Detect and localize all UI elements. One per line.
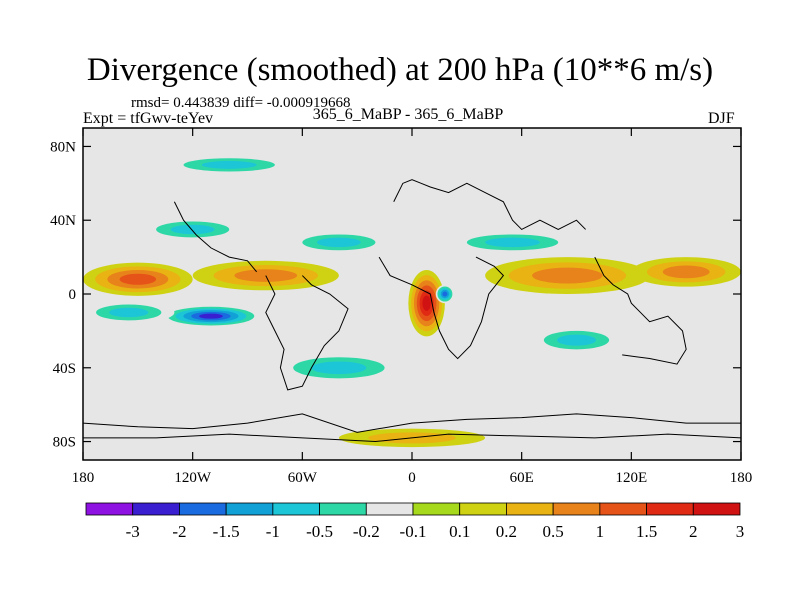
x-tick-label: 60W: [288, 470, 318, 486]
colorbar-swatch: [365, 502, 414, 516]
x-tick-label: 0: [408, 470, 416, 486]
x-tick-label: 180: [72, 470, 95, 486]
field-southern-ocean-convergence-level-2: [311, 361, 367, 375]
y-tick-label: 0: [69, 287, 77, 303]
colorbar-swatch: [412, 502, 461, 516]
field-subtropical-convergence-west-level-2: [109, 307, 149, 318]
field-north-atlantic-convergence-level-2: [316, 237, 361, 248]
x-tick-label: 180: [730, 470, 753, 486]
colorbar-swatch: [272, 502, 320, 516]
colorbar-label: -1: [266, 522, 280, 541]
colorbar-label: 0.1: [449, 522, 470, 541]
colorbar-swatch: [319, 502, 367, 516]
colorbar-label: 0.2: [496, 522, 517, 541]
colorbar: -3 -2 -1.5 -1 -0.5 -0.2 -0.1 0.1 0.2 0.5 1 1.5 2 3: [85, 502, 745, 541]
colorbar-label: -1.5: [213, 522, 240, 541]
y-tick-label: 40N: [50, 213, 76, 229]
y-tick-label: 80N: [50, 139, 76, 155]
colorbar-swatch: [179, 502, 227, 516]
coastline-segment: [83, 433, 741, 443]
colorbar-label: 3: [736, 522, 745, 541]
y-tick-label: 80S: [53, 435, 76, 451]
x-axis: 180 120W 60W 0 60E 120E 180: [72, 128, 753, 486]
colorbar-label: 1.5: [636, 522, 657, 541]
x-tick-label: 120E: [615, 470, 647, 486]
field-asia-convergence-level-2: [485, 237, 540, 248]
coastline-segment: [594, 256, 687, 365]
colorbar-label: -0.1: [400, 522, 427, 541]
coastline-segment: [265, 275, 349, 391]
field-north-pacific-convergence-level-2: [170, 224, 215, 235]
coastline-segment: [173, 201, 258, 273]
x-tick-label: 60E: [510, 470, 534, 486]
rmsd-diff-stats: rmsd= 0.443839 diff= -0.000919668: [131, 95, 351, 111]
colorbar-label: 1: [596, 522, 605, 541]
colorbar-swatch: [646, 502, 694, 516]
coastline-outlines: [83, 179, 741, 443]
y-axis: 80N 40N 0 40S 80S: [50, 139, 741, 451]
colorbar-swatch: [552, 502, 601, 516]
colorbar-swatch: [692, 502, 741, 516]
colorbar-label: -0.2: [353, 522, 380, 541]
experiment-label: Expt = tfGwv-teYev: [83, 110, 214, 127]
field-high-lat-convergence-level-2: [201, 160, 257, 169]
y-tick-label: 40S: [53, 361, 76, 377]
colorbar-swatch: [225, 502, 274, 516]
colorbar-label: -3: [126, 522, 140, 541]
coastline-segment: [393, 179, 586, 231]
coastline-segment: [83, 413, 741, 433]
field-atlantic-convergence-level-5: [199, 313, 223, 319]
field-africa-convergence-level-4: [442, 291, 448, 297]
colorbar-swatch: [132, 502, 180, 516]
colorbar-swatch: [85, 502, 134, 516]
colorbar-swatch: [599, 502, 647, 516]
field-africa-divergence-level-5: [422, 295, 431, 311]
field-indian-ocean-divergence-level-2: [532, 267, 603, 284]
colorbar-label: -0.5: [306, 522, 333, 541]
field-pacific-divergence-level-2: [662, 265, 710, 279]
field-indian-convergence-south-level-2: [556, 334, 597, 346]
colorbar-label: 2: [689, 522, 698, 541]
colorbar-label: -2: [172, 522, 186, 541]
coastline-segment: [378, 256, 505, 360]
field-tropical-divergence-band-level-3: [119, 273, 157, 285]
case-comparison-label: 365_6_MaBP - 365_6_MaBP: [312, 106, 504, 123]
colorbar-swatch: [506, 502, 554, 516]
colorbar-label: 0.5: [543, 522, 564, 541]
x-tick-label: 120W: [174, 470, 212, 486]
colorbar-swatch: [459, 502, 507, 516]
season-label: DJF: [708, 110, 735, 127]
chart-title: Divergence (smoothed) at 200 hPa (10**6 …: [86, 52, 714, 88]
